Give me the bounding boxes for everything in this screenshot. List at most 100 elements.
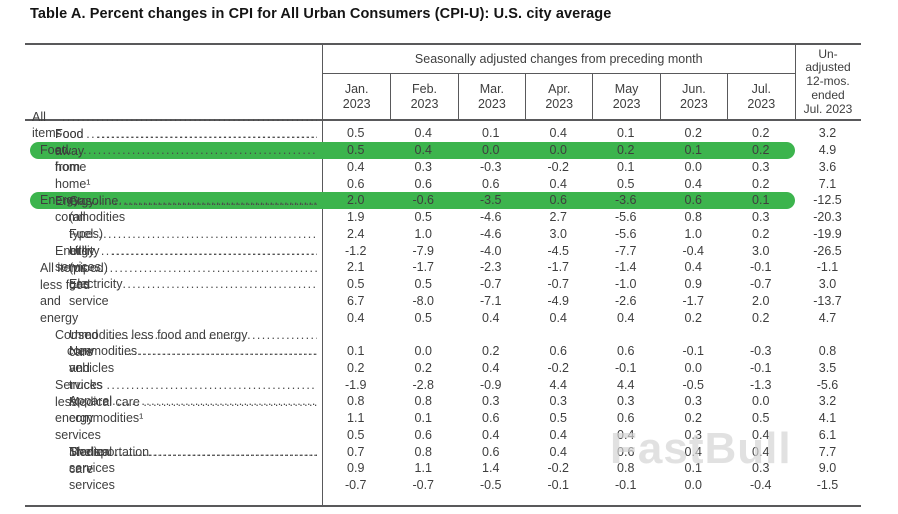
value-cell: 0.4: [347, 310, 365, 325]
value-cell: 0.4: [414, 126, 432, 141]
month-header-cell: Feb. 2023: [390, 74, 457, 119]
value-cell: 0.2: [752, 176, 770, 191]
unadjusted-header-cell: Un-adjusted 12-mos. ended Jul. 2023: [794, 45, 861, 119]
month-header-cell: Apr. 2023: [525, 74, 592, 119]
dot-leader: [106, 327, 317, 344]
value-cell: -3.6: [614, 193, 637, 208]
value-cell: -0.9: [479, 377, 502, 392]
value-cell: 0.1: [684, 143, 702, 157]
value-cell: 0.3: [752, 461, 770, 476]
table-row: New vehicles 0.2 0.2 0.4 -0.2 -0.1 0.0 -0.1 3.5: [25, 344, 861, 377]
unadjusted-value-cell: 7.1: [818, 176, 837, 191]
value-cell: -7.9: [412, 243, 435, 258]
dot-leader: [115, 444, 317, 461]
unadjusted-value-cell: -20.3: [813, 210, 842, 224]
value-cell: 0.0: [684, 478, 702, 492]
unadjusted-value-cell: 4.7: [818, 310, 837, 325]
value-cell: -0.7: [412, 478, 435, 492]
value-cell: -4.9: [547, 293, 570, 308]
unadjusted-value-cell: 4.9: [818, 143, 837, 157]
value-cell: 0.1: [347, 344, 365, 358]
value-cell: -0.2: [547, 360, 570, 375]
value-cell: 0.0: [482, 143, 500, 157]
value-cell: 0.1: [617, 126, 635, 141]
unadjusted-value-cell: -1.5: [816, 478, 839, 492]
value-cell: 6.7: [347, 293, 365, 308]
value-cell: -1.7: [682, 293, 705, 308]
value-cell: 0.2: [414, 360, 432, 375]
unadjusted-value-cell: -5.6: [816, 377, 839, 392]
value-cell: 0.6: [549, 193, 567, 208]
table-row: All items less food and energy 0.4 0.5 0.4 0…: [25, 261, 861, 326]
unadjusted-value-cell: 3.2: [818, 126, 837, 141]
table-row: Food away from home¹ 0.6 0.6 0.6 0.4 0.5 0.4 0.…: [25, 127, 861, 192]
unadjusted-value-cell: 7.7: [818, 444, 837, 459]
value-cell: -1.3: [749, 377, 772, 392]
value-cell: 0.6: [684, 193, 702, 208]
value-cell: -2.8: [412, 377, 435, 392]
value-cell: 4.4: [549, 377, 567, 392]
value-cell: -0.7: [749, 277, 772, 291]
table-row: Used cars and trucks -1.9 -2.8 -0.9 4.4 4.4 -0…: [25, 328, 861, 393]
month-header-cell: Jun. 2023: [659, 74, 727, 119]
value-cell: 2.1: [347, 260, 365, 275]
value-cell: 0.5: [414, 210, 432, 224]
value-cell: 0.4: [617, 310, 635, 325]
value-cell: 0.3: [684, 427, 702, 442]
row-label: Food away from home¹: [25, 126, 322, 192]
table-row: Food 0.5 0.4 0.0 0.0 0.2 0.1 0.2 4.9: [25, 141, 861, 159]
month-header-cell: Mar. 2023: [457, 74, 525, 119]
value-cell: 0.4: [684, 444, 702, 459]
unadjusted-value-cell: -26.5: [813, 243, 842, 258]
value-cell: -5.6: [614, 226, 637, 241]
value-cell: 0.0: [549, 143, 567, 157]
value-cell: 0.2: [752, 226, 770, 241]
value-cell: 0.3: [752, 210, 770, 224]
value-cell: 0.4: [549, 310, 567, 325]
value-cell: -0.2: [547, 159, 570, 174]
value-cell: 1.1: [414, 461, 432, 476]
value-cell: 0.8: [347, 394, 365, 409]
value-cell: 0.1: [684, 461, 702, 476]
unadjusted-value-cell: 3.2: [818, 394, 837, 409]
value-cell: 0.8: [414, 394, 432, 409]
value-cell: 0.6: [482, 176, 500, 191]
cpi-table: Seasonally adjusted changes from precedi…: [25, 43, 861, 507]
unadjusted-value-cell: -13.7: [813, 293, 842, 308]
value-cell: 0.3: [617, 394, 635, 409]
row-label: Used cars and trucks: [25, 327, 322, 393]
value-cell: 2.0: [347, 193, 365, 208]
table-row: Fuel oil¹ -1.2 -7.9 -4.0 -4.5 -7.7 -0.4 3.0 -26.…: [25, 227, 861, 259]
value-cell: -0.7: [547, 277, 570, 291]
table-row: Medical care commodities¹ 1.1 0.1 0.6 0.5 0.6…: [25, 395, 861, 427]
value-cell: 0.8: [617, 461, 635, 476]
value-cell: 0.4: [482, 360, 500, 375]
table-row: Energy commodities 1.9 0.5 -4.6 2.7 -5.6 0.8 0.…: [25, 194, 861, 226]
value-cell: 1.0: [414, 226, 432, 241]
value-cell: 0.7: [347, 444, 365, 459]
value-cell: -0.5: [479, 478, 502, 492]
value-cell: 0.2: [347, 360, 365, 375]
row-label: Energy commodities: [25, 193, 322, 226]
value-cell: 0.4: [482, 427, 500, 442]
value-cell: 0.6: [414, 427, 432, 442]
value-cell: -1.4: [614, 260, 637, 275]
value-cell: 0.4: [549, 427, 567, 442]
value-cell: 0.3: [414, 159, 432, 174]
row-label: Fuel oil¹: [25, 226, 322, 259]
value-cell: -0.4: [682, 243, 705, 258]
table-row: Energy services 2.1 -1.7 -2.3 -1.7 -1.4 0.4 -0.…: [25, 244, 861, 276]
value-cell: -7.1: [479, 293, 502, 308]
value-cell: -8.0: [412, 293, 435, 308]
value-cell: 0.2: [617, 143, 635, 157]
value-cell: 0.4: [684, 260, 702, 275]
value-cell: 0.9: [684, 277, 702, 291]
row-label: Services less energy services: [25, 377, 322, 443]
month-header-cell: May 2023: [592, 74, 659, 119]
table-row: Services less energy services 0.5 0.6 0.4 0.…: [25, 378, 861, 444]
value-cell: -0.4: [749, 478, 772, 492]
value-cell: 0.6: [482, 444, 500, 459]
value-cell: 0.0: [684, 360, 702, 375]
value-cell: 0.4: [347, 159, 365, 174]
